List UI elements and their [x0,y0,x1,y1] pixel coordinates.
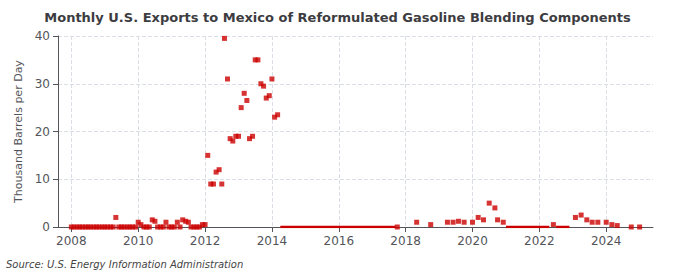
svg-text:30: 30 [35,77,50,91]
svg-text:2014: 2014 [257,234,288,248]
svg-text:10: 10 [35,172,50,186]
svg-text:0: 0 [42,220,50,234]
svg-text:20: 20 [35,125,50,139]
svg-text:2010: 2010 [123,234,154,248]
svg-text:Thousand Barrels per Day: Thousand Barrels per Day [12,60,25,204]
svg-text:2016: 2016 [324,234,355,248]
svg-text:2024: 2024 [591,234,622,248]
svg-text:2020: 2020 [457,234,488,248]
svg-text:2008: 2008 [56,234,87,248]
svg-text:2022: 2022 [524,234,555,248]
svg-text:Source: U.S. Energy Informatio: Source: U.S. Energy Information Administ… [6,259,243,270]
svg-text:2012: 2012 [190,234,221,248]
svg-text:40: 40 [35,29,50,43]
svg-text:Monthly U.S. Exports to Mexico: Monthly U.S. Exports to Mexico of Reform… [44,10,631,25]
svg-text:2018: 2018 [390,234,421,248]
